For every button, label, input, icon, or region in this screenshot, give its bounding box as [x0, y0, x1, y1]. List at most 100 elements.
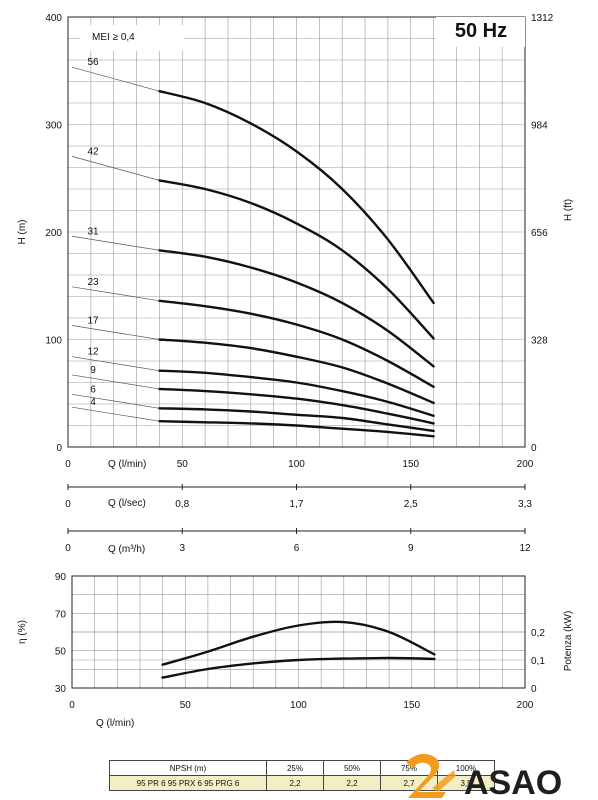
head-curve-56	[158, 90, 435, 305]
head-y-tick-labels: 0 100 200 300 400	[45, 13, 62, 454]
power-y-tick-label: 0,1	[531, 656, 545, 667]
flow-m3h-tick-labels: 0 3 6 9 12	[65, 528, 531, 554]
head-curve-leader	[71, 156, 160, 181]
head-curve-4	[158, 420, 435, 438]
head-frame	[67, 16, 526, 448]
head-y-right-tick-label: 984	[531, 121, 548, 132]
head-curve-leader	[71, 325, 160, 340]
npsh-value-50: 2,2	[323, 775, 381, 791]
efficiency-frame	[71, 575, 526, 689]
head-curve-leader	[71, 286, 160, 302]
head-x-tick-label: 150	[402, 459, 419, 470]
head-curves: 56 42 31 23 17 12 9 6 4	[71, 57, 435, 438]
flow-m3h-tick-label: 6	[294, 543, 300, 554]
head-curve-label-56: 56	[87, 57, 99, 68]
frequency-box	[436, 17, 525, 47]
head-curve-31	[158, 249, 435, 368]
efficiency-x-tick-label: 100	[290, 700, 307, 711]
head-y-tick-label: 300	[45, 121, 62, 132]
frequency-title: 50 Hz	[455, 20, 507, 42]
head-x-tick-label: 50	[177, 459, 189, 470]
efficiency-curve	[161, 620, 436, 666]
head-curve-label-31: 31	[87, 226, 99, 237]
head-y-right-axis-label: H (ft)	[563, 199, 574, 221]
efficiency-grid	[72, 576, 525, 688]
head-y-axis-label: H (m)	[17, 220, 28, 245]
head-curve-23	[158, 299, 435, 388]
flow-m3h-tick-label: 0	[65, 543, 71, 554]
efficiency-x-tick-labels: 0 50 100 150 200	[69, 700, 534, 711]
head-curve-leader	[71, 406, 160, 422]
flow-m3h-axis: 0 3 6 9 12 Q (m³/h)	[65, 528, 531, 555]
npsh-value-25: 2,2	[266, 775, 324, 791]
head-curve-leader	[71, 356, 160, 372]
flow-m3h-tick-label: 9	[408, 543, 414, 554]
head-curve-label-6: 6	[90, 384, 96, 395]
power-y-tick-label: 0	[531, 684, 537, 695]
efficiency-y-tick-labels: 30 50 70 90	[55, 572, 67, 695]
head-curve-leader	[71, 393, 160, 409]
head-curve-17	[158, 338, 435, 405]
head-curve-12	[158, 369, 435, 417]
flow-m3h-tick-label: 12	[519, 543, 531, 554]
flow-lsec-tick-label: 0	[65, 499, 71, 510]
head-y-right-tick-label: 328	[531, 336, 548, 347]
head-y-right-tick-label: 656	[531, 228, 548, 239]
efficiency-chart: 30 50 70 90 0 0,1 0,2 0 50 100 150 200 η (%) Pote…	[17, 572, 574, 729]
head-y-right-tick-label: 0	[531, 443, 537, 454]
efficiency-x-tick-label: 150	[403, 700, 420, 711]
logo-text: ASAO	[464, 764, 562, 800]
flow-m3h-tick-label: 3	[179, 543, 185, 554]
efficiency-y-axis-label: η (%)	[17, 620, 28, 644]
mei-box	[80, 25, 184, 51]
logo-mark-icon	[406, 753, 446, 798]
power-y-tick-label: 0,2	[531, 628, 545, 639]
head-curve-label-4: 4	[90, 397, 96, 408]
head-curve-label-23: 23	[87, 277, 99, 288]
mei-annotation: MEI ≥ 0,4	[92, 32, 135, 43]
head-curve-label-12: 12	[87, 347, 99, 358]
npsh-header-label: NPSH (m)	[109, 760, 267, 776]
head-x-tick-label: 0	[65, 459, 71, 470]
head-y-right-tick-label: 1312	[531, 13, 554, 24]
flow-lsec-tick-label: 3,3	[518, 499, 532, 510]
head-curve-label-17: 17	[87, 316, 99, 327]
power-curve	[161, 656, 436, 679]
npsh-header-25: 25%	[266, 760, 324, 776]
flow-m3h-axis-label: Q (m³/h)	[108, 544, 145, 555]
efficiency-x-tick-label: 50	[180, 700, 192, 711]
flow-lsec-tick-label: 1,7	[290, 499, 304, 510]
head-y-tick-label: 400	[45, 13, 62, 24]
head-curve-6	[158, 407, 435, 433]
flow-lsec-axis: 0 0,8 1,7 2,5 3,3 Q (l/sec)	[65, 484, 532, 510]
head-curve-leader	[71, 374, 160, 390]
head-x-axis-label: Q (l/min)	[108, 459, 146, 470]
power-y-axis-label: Potenza (kW)	[563, 611, 574, 672]
head-curve-label-42: 42	[87, 146, 99, 157]
flow-lsec-tick-label: 2,5	[404, 499, 418, 510]
npsh-header-50: 50%	[323, 760, 381, 776]
head-curve-label-9: 9	[90, 365, 96, 376]
head-y-tick-label: 100	[45, 336, 62, 347]
head-x-tick-labels: 0 50 100 150 200	[65, 459, 534, 470]
asao-logo: ASAO	[406, 753, 562, 800]
head-y-tick-label: 200	[45, 228, 62, 239]
flow-lsec-axis-label: Q (l/sec)	[108, 498, 146, 509]
efficiency-y-tick-label: 30	[55, 684, 67, 695]
head-curve-9	[158, 387, 435, 425]
flow-lsec-tick-label: 0,8	[175, 499, 189, 510]
efficiency-power-curves	[161, 620, 436, 679]
head-x-tick-label: 200	[517, 459, 534, 470]
efficiency-y-tick-label: 90	[55, 572, 67, 583]
npsh-model-names: 95 PR 6 95 PRX 6 95 PRG 6	[109, 775, 267, 791]
logo-stripe-icon	[432, 770, 456, 792]
head-x-tick-label: 100	[288, 459, 305, 470]
head-y-right-tick-labels: 0 328 656 984 1312	[531, 13, 554, 454]
head-y-tick-label: 0	[56, 443, 62, 454]
head-curve-leader	[71, 235, 160, 251]
flow-lsec-tick-labels: 0 0,8 1,7 2,5 3,3	[65, 484, 532, 510]
head-curve-42	[158, 179, 435, 340]
efficiency-x-tick-label: 0	[69, 700, 75, 711]
